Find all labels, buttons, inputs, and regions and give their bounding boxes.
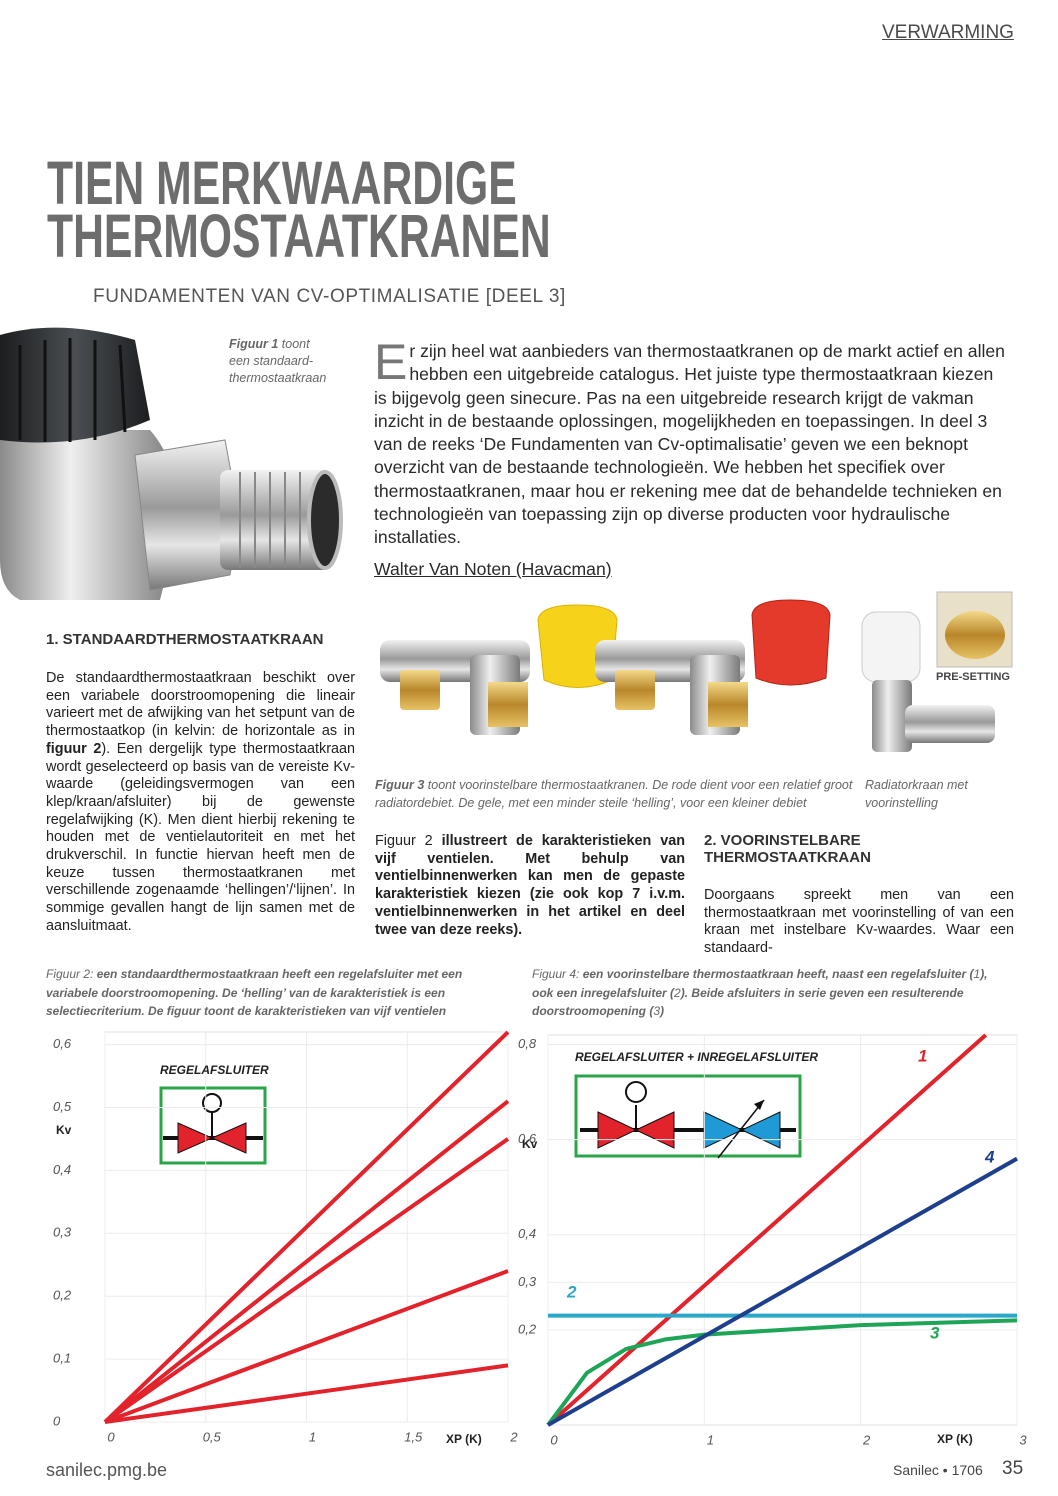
emphasis: een voorinstelbare thermostaatkraan heef… <box>579 967 974 981</box>
data-line <box>103 1030 510 1424</box>
title-line: TIEN MERKWAARDIGE <box>47 149 517 217</box>
y-tick-label: 0,4 <box>518 1226 536 1241</box>
inset-label: REGELAFSLUITER + INREGELAFSLUITER <box>575 1050 818 1064</box>
photo-presettable-valves <box>380 599 831 735</box>
emphasis: figuur 2 <box>46 740 102 757</box>
footer-site: sanilec.pmg.be <box>46 1460 168 1480</box>
series-label: 4 <box>984 1147 995 1166</box>
y-axis-label: Kv <box>522 1137 538 1151</box>
radiator-caption: Radiatorkraan met voorinstelling <box>865 778 968 810</box>
text: Figuur 4: <box>532 967 580 981</box>
title-line: THERMOSTAATKRANEN <box>47 202 551 270</box>
inset-label: REGELAFSLUITER <box>160 1063 269 1077</box>
x-axis-label: XP (K) <box>446 1432 482 1446</box>
x-tick-label: 3 <box>1019 1432 1027 1447</box>
y-tick-label: 0,3 <box>518 1274 537 1289</box>
drop-cap: E <box>374 334 408 390</box>
emphasis: ), ook een inregelafsluiter ( <box>532 967 988 1000</box>
y-tick-label: 0,2 <box>53 1288 72 1303</box>
data-line <box>104 1269 509 1424</box>
section-heading: 1. STANDAARDTHERMOSTAATKRAAN <box>46 631 324 648</box>
caption-text: toont een standaard-thermostaatkraan <box>229 337 327 385</box>
series-label: 1 <box>918 1046 927 1065</box>
x-tick-label: 0 <box>107 1429 115 1444</box>
text: Figuur 2 <box>375 833 433 849</box>
photo-standard-valve <box>0 327 343 600</box>
section-body: De standaardthermostaatkraan beschikt ov… <box>46 670 355 936</box>
caption-text: toont voorinstelbare thermostaatkranen. … <box>375 778 853 810</box>
y-tick-label: 0,4 <box>53 1162 71 1177</box>
series-label: 3 <box>930 1323 940 1342</box>
y-tick-label: 0,5 <box>53 1099 72 1114</box>
charts: 0 0,1 0,2 0,3 0,4 0,5 0,6 0 0,5 1 1,5 2 REGELAFSLUIT… <box>53 1030 1027 1447</box>
x-tick-label: 1,5 <box>404 1429 423 1444</box>
section-heading: 2. VOORINSTELBARE THERMOSTAATKRAAN <box>704 832 871 866</box>
x-tick-label: 1 <box>309 1429 316 1444</box>
valve-series-diagram <box>574 1074 802 1159</box>
text: 1 <box>973 967 981 981</box>
section-body: Doorgaans spreekt men van een thermostaa… <box>704 887 1014 958</box>
y-tick-label: 0,1 <box>53 1351 71 1366</box>
text: Doorgaans spreekt men van een thermostaa… <box>704 887 1014 957</box>
y-tick-label: 0,2 <box>518 1321 537 1336</box>
data-line <box>546 1033 988 1427</box>
y-tick-label: 0,6 <box>53 1036 72 1051</box>
x-tick-label: 1 <box>707 1432 714 1447</box>
x-tick-label: 2 <box>862 1432 871 1447</box>
y-axis-label: Kv <box>56 1123 72 1137</box>
text: 2 <box>674 985 681 1000</box>
emphasis: ). Beide afsluiters in serie geven een r… <box>532 985 964 1019</box>
y-tick-label: 0,3 <box>53 1225 72 1240</box>
x-tick-label: 0 <box>550 1432 558 1447</box>
section-tag: VERWARMING <box>882 22 1014 43</box>
data-line <box>103 1099 510 1424</box>
figure-4-caption: Figuur 4: een voorinstelbare thermostaat… <box>532 965 1012 1021</box>
data-line <box>103 1137 510 1424</box>
column-body: Figuur 2 illustreert de karakteristieken… <box>375 833 685 939</box>
text: De standaardthermostaatkraan beschikt ov… <box>46 670 355 740</box>
author: Walter Van Noten (Havacman) <box>374 558 612 579</box>
x-tick-label: 2 <box>509 1429 518 1444</box>
emphasis: illustreert de karakteristieken van vijf… <box>375 833 685 938</box>
data-line <box>104 1363 509 1424</box>
x-tick-label: 0,5 <box>203 1429 222 1444</box>
figure-3-caption: Figuur 3 toont voorinstelbare thermostaa… <box>375 776 855 812</box>
data-line <box>546 1318 1018 1427</box>
footer-issue: Sanilec • 1706 <box>893 1462 983 1478</box>
y-tick-label: 0 <box>53 1413 61 1428</box>
caption-label: Figuur 1 <box>229 337 279 351</box>
text: 3 <box>653 1004 661 1018</box>
caption-label: Figuur 3 <box>375 778 425 792</box>
page-number: 35 <box>1002 1458 1024 1479</box>
x-axis-label: XP (K) <box>937 1432 973 1446</box>
figure-1-caption: Figuur 1 toont een standaard-thermostaat… <box>229 336 329 387</box>
photo-radiator-valve <box>861 591 1013 752</box>
figure-2-caption: Figuur 2: een standaardthermostaatkraan … <box>46 965 506 1021</box>
y-tick-label: 0,6 <box>518 1131 537 1146</box>
intro-text: r zijn heel wat aanbieders van thermosta… <box>374 341 1005 548</box>
emphasis: ) <box>660 1004 665 1018</box>
badge: PRE-SETTING <box>936 671 1010 683</box>
valve-diagram <box>159 1086 267 1165</box>
text: Figuur 2: <box>46 967 94 981</box>
text: ). Een dergelijk type thermostaatkraan w… <box>46 740 356 934</box>
series-label: 2 <box>566 1282 577 1301</box>
data-line <box>547 1156 1018 1427</box>
subtitle: FUNDAMENTEN VAN CV-OPTIMALISATIE [DEEL 3… <box>93 286 566 307</box>
emphasis: een standaardthermostaatkraan heeft een … <box>46 967 463 1018</box>
plot-area <box>547 1034 1018 1426</box>
y-tick-label: 0,8 <box>518 1036 537 1051</box>
